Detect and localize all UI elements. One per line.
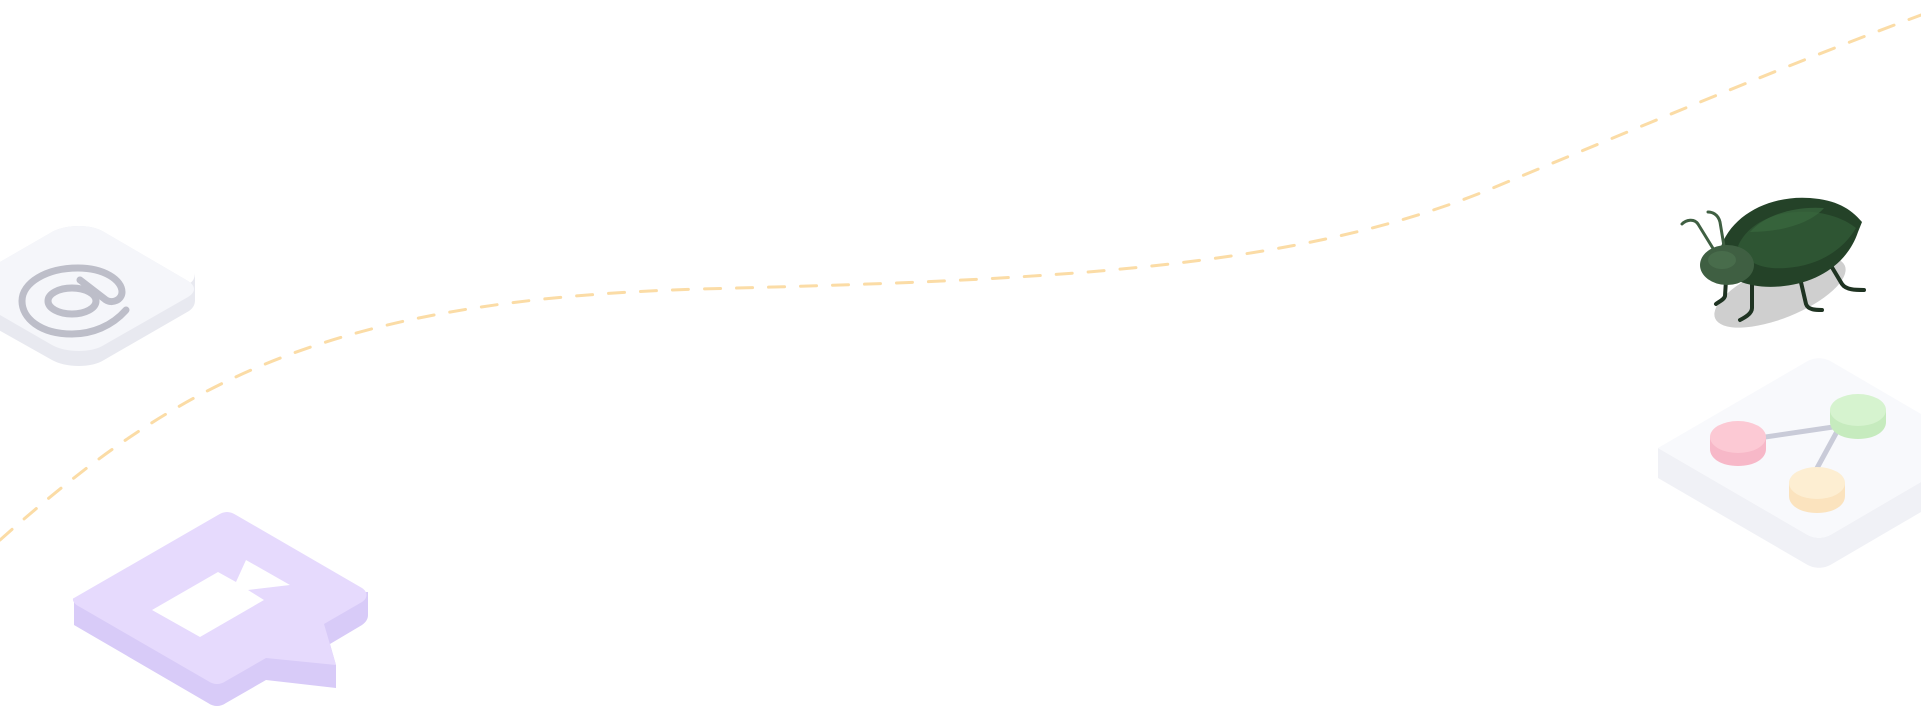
beetle-icon bbox=[1680, 197, 1866, 328]
network-graph-tile bbox=[1658, 358, 1921, 568]
at-sign-tile bbox=[0, 226, 195, 366]
video-chat-bubble bbox=[72, 512, 368, 706]
video-camera-icon bbox=[152, 560, 290, 637]
graph-node-yellow bbox=[1789, 467, 1845, 513]
graph-node-pink bbox=[1710, 421, 1766, 466]
dashed-path bbox=[0, 13, 1921, 542]
at-sign-icon bbox=[18, 264, 130, 338]
graph-node-green bbox=[1830, 394, 1886, 439]
